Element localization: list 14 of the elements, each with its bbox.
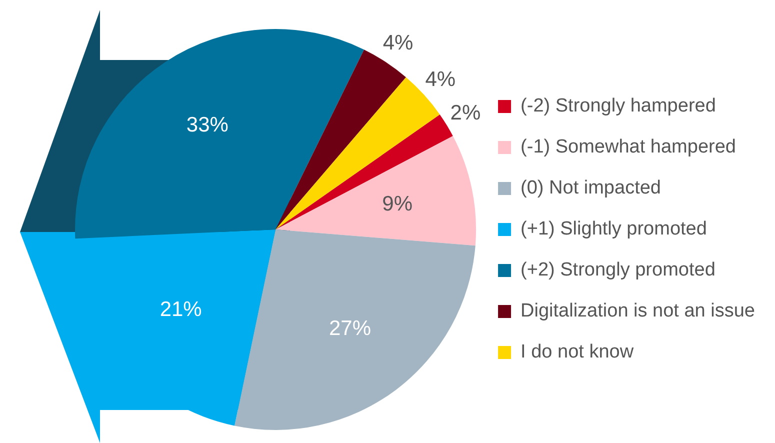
legend-label: Digitalization is not an issue xyxy=(520,300,756,322)
data-label: 27% xyxy=(328,316,372,340)
legend-label: I do not know xyxy=(520,342,634,363)
legend-label: (+2) Strongly promoted xyxy=(520,260,716,281)
data-label: 9% xyxy=(382,192,412,216)
data-label: 2% xyxy=(450,101,481,124)
legend-label: (-1) Somewhat hampered xyxy=(520,136,736,158)
legend-label: (+1) Slightly promoted xyxy=(520,218,707,240)
data-label: 33% xyxy=(186,113,228,136)
data-label: 4% xyxy=(425,68,456,91)
legend-label: (0) Not impacted xyxy=(520,178,661,199)
legend-label: (-2) Strongly hampered xyxy=(520,96,716,117)
data-label: 4% xyxy=(382,32,414,55)
data-label: 21% xyxy=(160,298,202,321)
